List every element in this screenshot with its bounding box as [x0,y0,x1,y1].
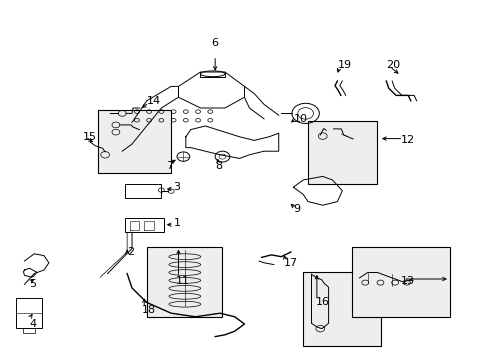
Text: 15: 15 [83,132,97,142]
Text: 19: 19 [337,60,351,70]
Text: 9: 9 [293,204,300,214]
Text: 10: 10 [293,114,307,124]
Bar [98,110,171,173]
Text: 11: 11 [176,276,190,286]
Text: 6: 6 [211,38,218,48]
Text: 8: 8 [215,161,222,171]
Bar [303,272,381,346]
Text: 7: 7 [166,161,173,171]
Bar [146,247,222,317]
Bar [124,184,161,198]
Text: 4: 4 [29,319,37,329]
Text: 1: 1 [173,218,180,228]
Text: 17: 17 [283,258,297,268]
Bar [124,218,163,232]
Text: 2: 2 [127,247,134,257]
Text: 16: 16 [315,297,329,307]
Bar [16,298,41,328]
Text: 20: 20 [386,60,400,70]
Text: 12: 12 [400,135,414,145]
Text: 3: 3 [173,182,180,192]
Bar [307,121,376,184]
Text: 13: 13 [400,276,414,286]
Text: 18: 18 [142,305,156,315]
Text: 14: 14 [146,96,161,106]
Bar [351,247,449,317]
Text: 5: 5 [29,279,36,289]
